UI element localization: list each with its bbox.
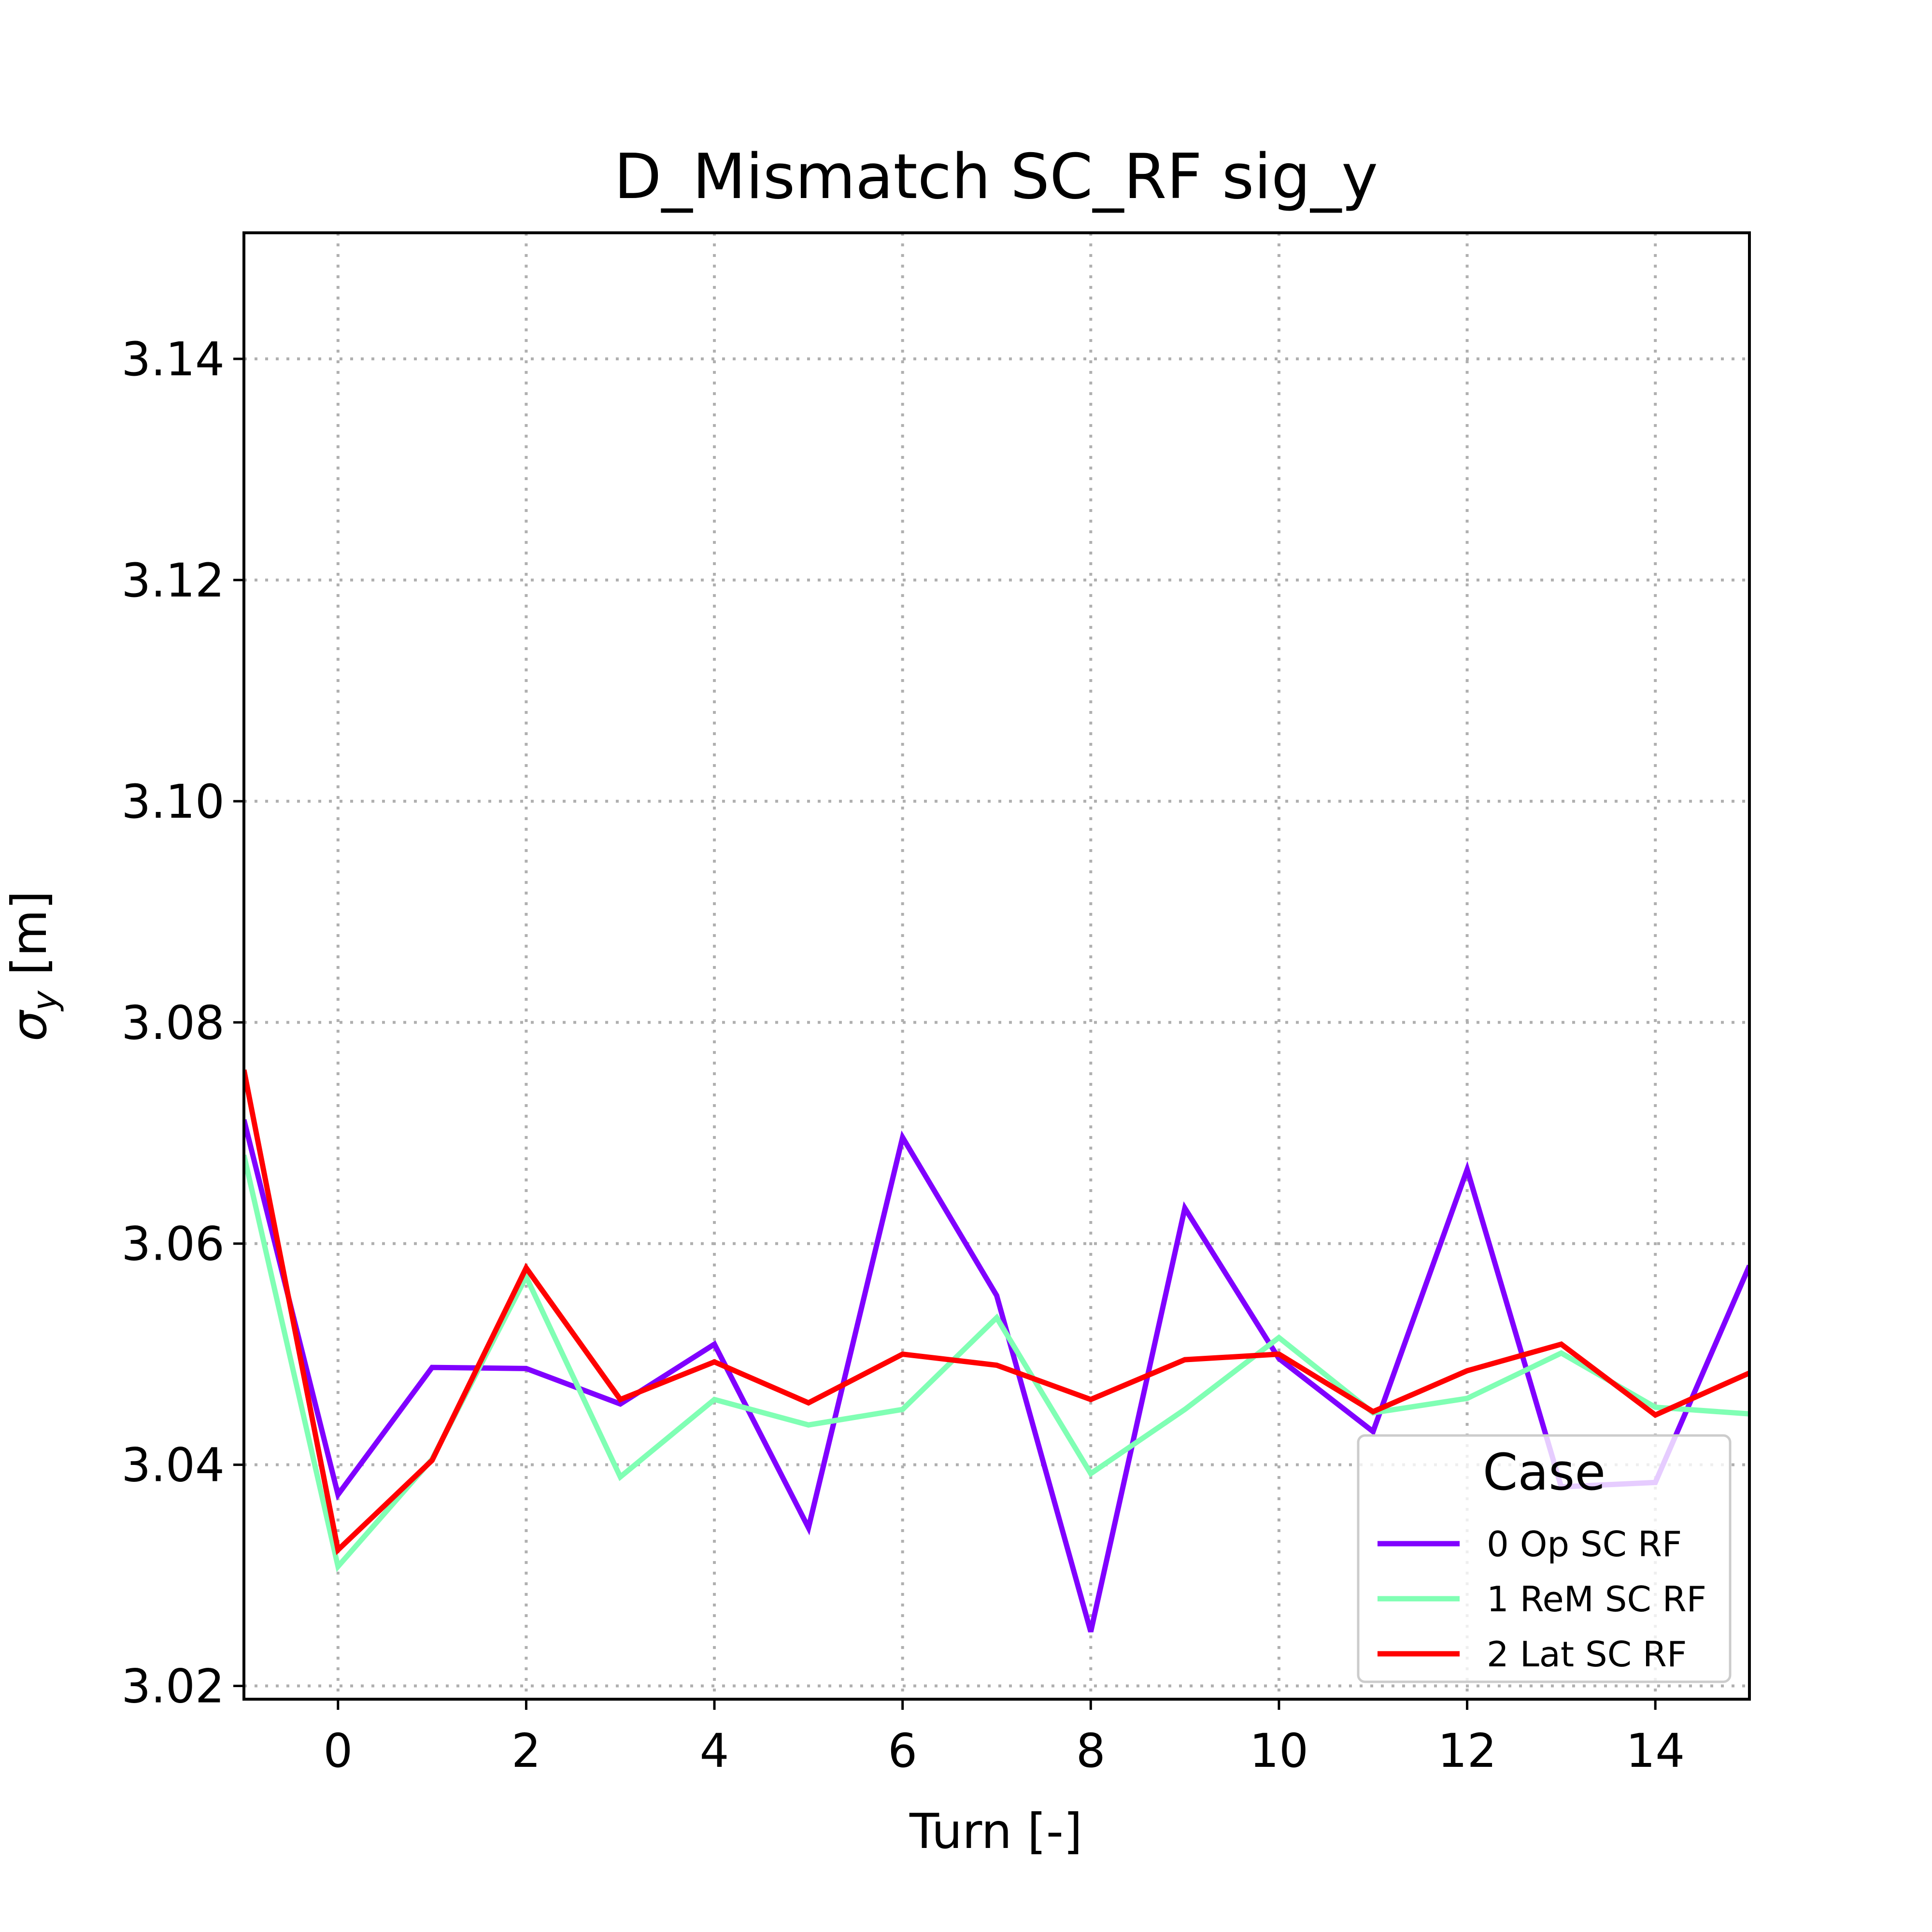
- series-lines: [244, 1069, 1749, 1633]
- chart-title: D_Mismatch SC_RF sig_y: [614, 141, 1378, 213]
- x-tick-label: 8: [1076, 1724, 1106, 1778]
- y-axis-label: σy [m]: [1, 891, 65, 1041]
- legend-label: 2 Lat SC RF: [1487, 1634, 1687, 1675]
- x-tick-label: 14: [1626, 1724, 1685, 1778]
- y-tick-label: 3.06: [121, 1217, 225, 1271]
- x-tick-label: 2: [511, 1724, 541, 1778]
- y-tick-label: 3.10: [121, 775, 225, 829]
- legend: Case 0 Op SC RF 1 ReM SC RF 2 Lat SC RF: [1357, 1434, 1732, 1683]
- x-axis-label: Turn [-]: [909, 1803, 1082, 1860]
- y-tick-label: 3.14: [121, 332, 225, 386]
- grid: [244, 233, 1749, 1699]
- series-line-2: [244, 1069, 1749, 1555]
- x-tick-label: 6: [888, 1724, 917, 1778]
- y-axis-label-unit: [m]: [1, 891, 57, 991]
- y-axis-label-subscript: y: [25, 990, 65, 1012]
- axis-ticks: 0 2 4 6 8 10 12 14 3.02 3.04 3.06 3.08 3.10 3.12 3.14: [121, 332, 1685, 1778]
- legend-label: 0 Op SC RF: [1487, 1524, 1682, 1564]
- legend-title: Case: [1483, 1443, 1606, 1502]
- y-tick-label: 3.08: [121, 996, 225, 1050]
- y-tick-label: 3.12: [121, 554, 225, 608]
- x-tick-label: 10: [1250, 1724, 1308, 1778]
- y-tick-label: 3.02: [121, 1660, 225, 1714]
- y-axis-label-symbol: σ: [1, 1009, 57, 1041]
- y-tick-label: 3.04: [121, 1438, 225, 1492]
- x-tick-label: 0: [323, 1724, 353, 1778]
- series-line-0: [244, 1119, 1749, 1633]
- x-tick-label: 12: [1437, 1724, 1496, 1778]
- x-tick-label: 4: [700, 1724, 729, 1778]
- legend-label: 1 ReM SC RF: [1487, 1579, 1706, 1619]
- legend-box: [1357, 1434, 1732, 1683]
- plot-frame: [242, 231, 1751, 1701]
